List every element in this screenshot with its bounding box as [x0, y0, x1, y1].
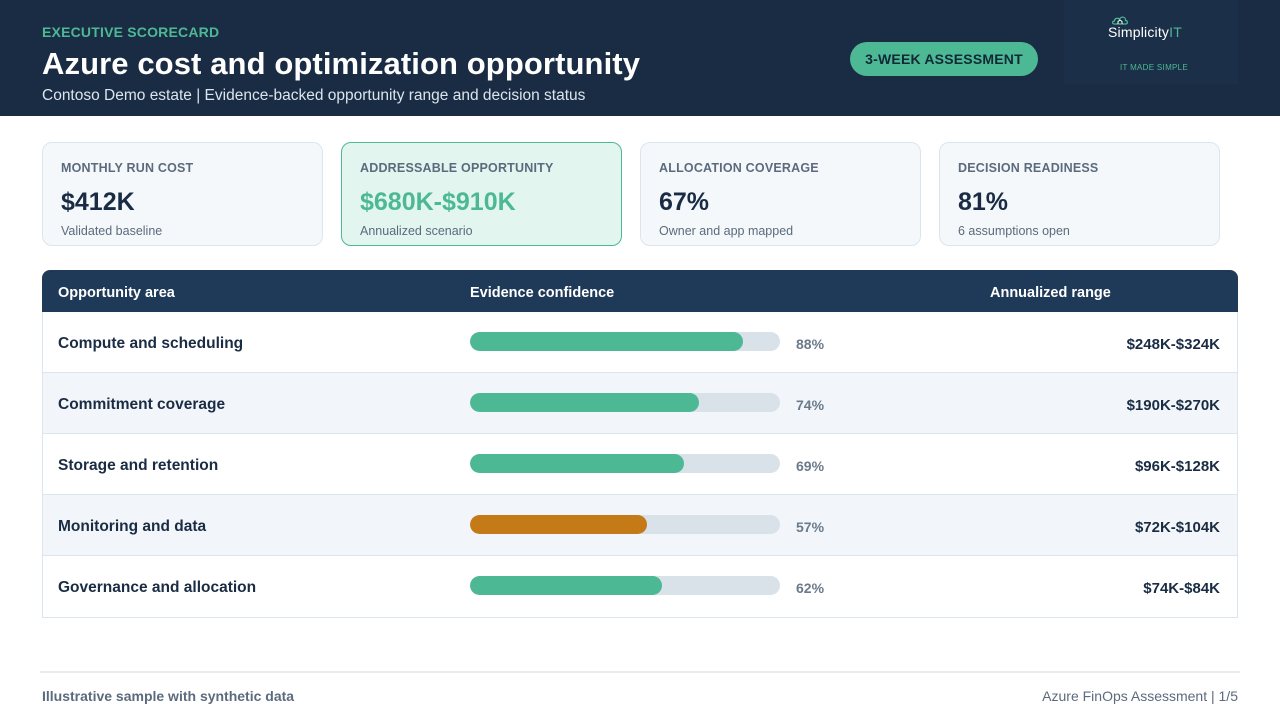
footer-divider [40, 671, 1240, 673]
assessment-badge: 3-WEEK ASSESSMENT [850, 42, 1038, 76]
footer-page-info: Azure FinOps Assessment | 1/5 [1042, 688, 1238, 704]
table-row: Commitment coverage 74% $190K-$270K [43, 373, 1237, 434]
kpi-card-decision-readiness: DECISION READINESS 81% 6 assumptions ope… [939, 142, 1220, 246]
opportunity-area: Governance and allocation [58, 579, 257, 596]
kpi-value: $412K [61, 188, 135, 216]
opportunity-area: Storage and retention [58, 457, 219, 474]
table-row: Governance and allocation 62% $74K-$84K [43, 556, 1237, 617]
eyebrow-label: EXECUTIVE SCORECARD [42, 24, 220, 40]
page-title: Azure cost and optimization opportunity [42, 46, 641, 81]
logo-name-accent: IT [1169, 24, 1182, 40]
kpi-card-allocation-coverage: ALLOCATION COVERAGE 67% Owner and app ma… [640, 142, 921, 246]
opportunity-area: Monitoring and data [58, 518, 207, 535]
confidence-bar-fill [470, 454, 684, 473]
row-divider [43, 433, 1237, 434]
column-header-range: Annualized range [990, 285, 1111, 301]
annualized-range: $74K-$84K [1143, 580, 1220, 597]
kpi-label: MONTHLY RUN COST [61, 161, 194, 175]
confidence-bar-fill [470, 393, 700, 412]
kpi-note: Owner and app mapped [659, 224, 794, 238]
confidence-bar-fill [470, 515, 647, 534]
footer-disclaimer: Illustrative sample with synthetic data [42, 688, 295, 704]
column-header-confidence: Evidence confidence [470, 285, 615, 301]
header-banner: EXECUTIVE SCORECARD Azure cost and optim… [0, 0, 1280, 116]
confidence-percent: 69% [796, 458, 825, 474]
opportunity-area: Compute and scheduling [58, 335, 244, 352]
confidence-bar-track [470, 576, 780, 595]
confidence-percent: 74% [796, 397, 825, 413]
kpi-value: $680K-$910K [360, 188, 516, 216]
confidence-percent: 57% [796, 519, 825, 535]
confidence-percent: 88% [796, 336, 825, 352]
kpi-card-monthly-run-cost: MONTHLY RUN COST $412K Validated baselin… [42, 142, 323, 246]
table-row: Compute and scheduling 88% $248K-$324K [43, 312, 1237, 373]
kpi-value: 81% [958, 188, 1009, 216]
kpi-note: Validated baseline [61, 224, 163, 238]
confidence-bar-track [470, 515, 780, 534]
logo-name-main: Simplicity [1108, 24, 1170, 40]
confidence-bar-track [470, 393, 780, 412]
annualized-range: $72K-$104K [1134, 519, 1220, 536]
kpi-card-addressable-opportunity: ADDRESSABLE OPPORTUNITY $680K-$910K Annu… [341, 142, 622, 246]
logo-wordmark: SimplicityIT [1108, 24, 1182, 40]
table-row: Storage and retention 69% $96K-$128K [43, 434, 1237, 495]
annualized-range: $190K-$270K [1126, 397, 1220, 414]
cloud-house-icon [1111, 16, 1128, 25]
logo-tagline: IT MADE SIMPLE [1120, 63, 1189, 72]
confidence-bar-fill [470, 576, 663, 595]
kpi-label: ALLOCATION COVERAGE [659, 161, 819, 175]
row-divider [43, 372, 1237, 373]
table-header: Opportunity area Evidence confidence Ann… [42, 270, 1238, 312]
confidence-percent: 62% [796, 580, 825, 596]
column-header-area: Opportunity area [58, 285, 175, 301]
confidence-bar-fill [470, 332, 743, 351]
opportunity-area: Commitment coverage [58, 396, 226, 413]
opportunity-table: Compute and scheduling 88% $248K-$324K C… [42, 312, 1238, 618]
annualized-range: $96K-$128K [1134, 458, 1220, 475]
kpi-label: ADDRESSABLE OPPORTUNITY [360, 161, 554, 175]
table-row: Monitoring and data 57% $72K-$104K [43, 495, 1237, 556]
kpi-value: 67% [659, 188, 710, 216]
confidence-bar-track [470, 332, 780, 351]
annualized-range: $248K-$324K [1126, 336, 1220, 353]
kpi-label: DECISION READINESS [958, 161, 1099, 175]
page-subtitle: Contoso Demo estate | Evidence-backed op… [42, 87, 586, 104]
kpi-note: Annualized scenario [360, 224, 473, 238]
confidence-bar-track [470, 454, 780, 473]
kpi-note: 6 assumptions open [958, 224, 1070, 238]
logo-panel [1064, 0, 1238, 84]
row-divider [43, 494, 1237, 495]
row-divider [43, 555, 1237, 556]
